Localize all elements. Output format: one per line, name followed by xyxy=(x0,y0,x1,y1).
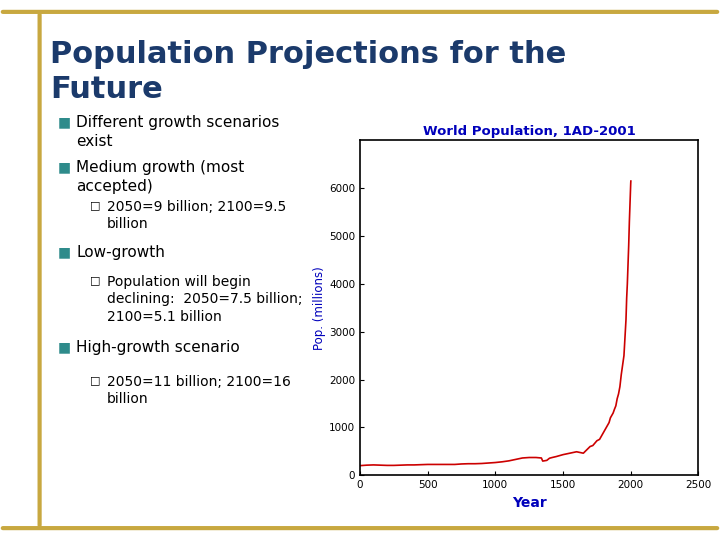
Text: □: □ xyxy=(90,275,101,285)
Text: ■: ■ xyxy=(58,160,71,174)
Text: Medium growth (most
accepted): Medium growth (most accepted) xyxy=(76,160,244,194)
X-axis label: Year: Year xyxy=(512,496,546,510)
Text: Future: Future xyxy=(50,75,163,104)
Text: ■: ■ xyxy=(58,340,71,354)
Y-axis label: Pop. (millions): Pop. (millions) xyxy=(313,266,326,350)
Text: 2050=9 billion; 2100=9.5
billion: 2050=9 billion; 2100=9.5 billion xyxy=(107,200,287,231)
Text: Population Projections for the: Population Projections for the xyxy=(50,40,566,69)
Text: □: □ xyxy=(90,375,101,385)
Text: ■: ■ xyxy=(58,115,71,129)
Text: □: □ xyxy=(90,200,101,210)
Title: World Population, 1AD-2001: World Population, 1AD-2001 xyxy=(423,125,636,138)
Text: High-growth scenario: High-growth scenario xyxy=(76,340,240,355)
Text: Low-growth: Low-growth xyxy=(76,245,165,260)
Text: Different growth scenarios
exist: Different growth scenarios exist xyxy=(76,115,279,148)
Text: ■: ■ xyxy=(58,245,71,259)
Text: Population will begin
declining:  2050=7.5 billion;
2100=5.1 billion: Population will begin declining: 2050=7.… xyxy=(107,275,302,323)
Text: 2050=11 billion; 2100=16
billion: 2050=11 billion; 2100=16 billion xyxy=(107,375,291,406)
